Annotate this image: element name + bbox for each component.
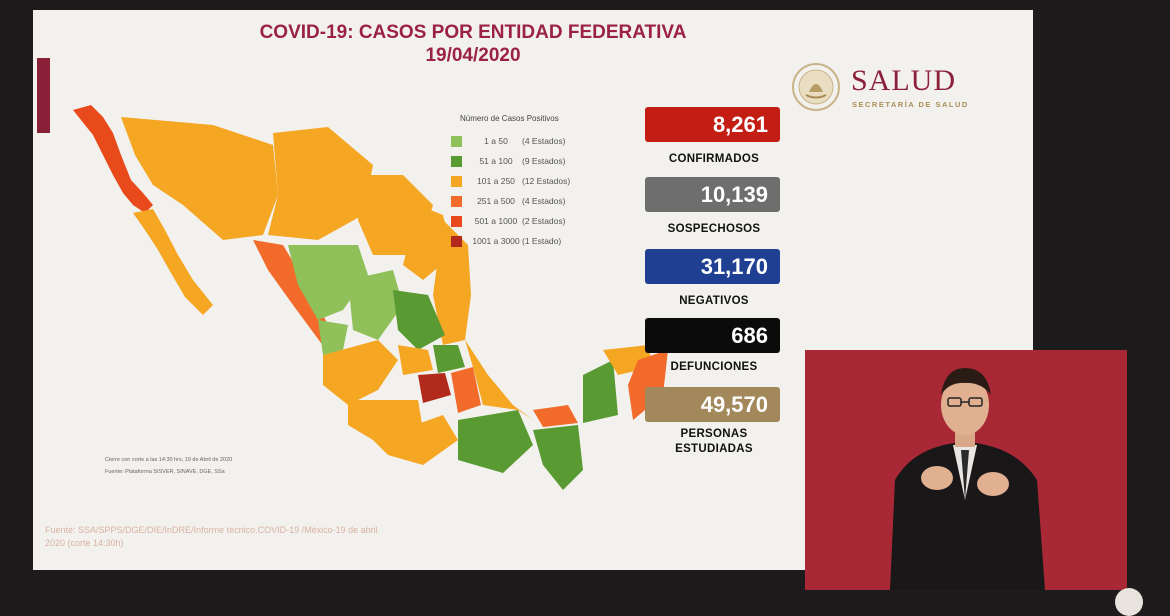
state-zacatecas (348, 270, 403, 340)
legend-swatch (451, 195, 462, 207)
salud-logo: SALUD SECRETARÍA DE SALUD (791, 62, 1031, 118)
legend-range: 501 a 1000 (474, 216, 518, 226)
map-platform-note: Fuente: Plataforma SISVER, SINAVE, DGE, … (105, 469, 225, 475)
state-baja-california (73, 105, 153, 213)
state-guerrero (373, 415, 458, 465)
legend-swatch (451, 215, 462, 227)
state-tamaulipas (433, 220, 471, 345)
legend-count: (12 Estados) (522, 176, 571, 186)
legend-swatch (451, 155, 462, 167)
state-hidalgo (433, 345, 465, 373)
source-line2: 2020 (corte 14:30h) (45, 538, 124, 548)
state-jalisco (323, 340, 398, 405)
national-seal-icon (792, 63, 840, 111)
studied-value: 49,570 (645, 387, 780, 422)
legend-range: 251 a 500 (477, 196, 515, 206)
legend-count: (4 Estados) (522, 136, 566, 146)
deaths-label: DEFUNCIONES (670, 361, 758, 373)
legend-range: 1001 a 3000 (472, 236, 520, 246)
state-chiapas (533, 425, 583, 490)
logo-wordmark: SALUD (851, 64, 957, 97)
source-line1: Fuente: SSA/SPPS/DGE/DIE/InDRE/Informe t… (45, 525, 378, 535)
legend-count: (4 Estados) (522, 196, 566, 206)
state-nayarit (318, 320, 348, 355)
state-chihuahua (268, 127, 373, 240)
legend-range: 101 a 250 (477, 176, 515, 186)
corner-watermark-logo (1115, 588, 1143, 616)
presentation-slide: COVID-19: CASOS POR ENTIDAD FEDERATIVA 1… (33, 10, 1033, 570)
legend-item: 1 a 50 (4 Estados) (451, 131, 570, 151)
suspected-value: 10,139 (645, 177, 780, 212)
legend-range: 51 a 100 (479, 156, 513, 166)
logo-subtitle: SECRETARÍA DE SALUD (852, 100, 969, 109)
state-sonora (121, 117, 278, 240)
state-cdmx (418, 373, 451, 403)
legend-title: Número de Casos Positivos (460, 114, 559, 123)
state-puebla (451, 367, 481, 413)
legend-count: (9 Estados) (522, 156, 566, 166)
slide-accent-bar (37, 58, 50, 133)
state-oaxaca (458, 410, 533, 473)
studied-label-line1: PERSONAS (680, 428, 748, 440)
source-citation: Fuente: SSA/SPPS/DGE/DIE/InDRE/Informe t… (45, 524, 465, 550)
negative-value: 31,170 (645, 249, 780, 284)
legend-swatch (451, 235, 462, 247)
slide-date: 19/04/2020 (425, 45, 521, 66)
state-durango (288, 245, 368, 320)
legend-swatch (451, 175, 462, 187)
map-legend: Número de Casos Positivos 1 a 50 (4 Esta… (451, 114, 570, 251)
state-baja-california-sur (133, 209, 213, 315)
legend-item: 51 a 100 (9 Estados) (451, 151, 570, 171)
mexico-state-map (73, 105, 668, 490)
state-guanajuato (398, 345, 433, 375)
legend-item: 101 a 250 (12 Estados) (451, 171, 570, 191)
studied-label: PERSONAS ESTUDIADAS (639, 427, 789, 457)
slide-title: COVID-19: CASOS POR ENTIDAD FEDERATIVA 1… (193, 21, 753, 67)
state-veracruz (465, 340, 533, 420)
state-tabasco (533, 405, 578, 427)
confirmed-label: CONFIRMADOS (668, 153, 760, 165)
confirmed-value: 8,261 (645, 107, 780, 142)
legend-count: (1 Estado) (522, 236, 562, 246)
legend-item: 251 a 500 (4 Estados) (451, 191, 570, 211)
state-campeche (583, 360, 618, 423)
suspected-label: SOSPECHOSOS (667, 223, 761, 235)
interpreter-figure (805, 350, 1127, 590)
studied-label-line2: ESTUDIADAS (675, 443, 753, 455)
map-cut-note: Cierre con corte a las 14:30 hrs, 19 de … (105, 457, 233, 463)
state-quintana-roo (628, 350, 668, 420)
negative-label: NEGATIVOS (679, 295, 749, 307)
slide-title-line1: COVID-19: CASOS POR ENTIDAD FEDERATIVA (259, 22, 687, 43)
legend-item: 1001 a 3000 (1 Estado) (451, 231, 570, 251)
legend-item: 501 a 1000 (2 Estados) (451, 211, 570, 231)
sign-language-interpreter-video (805, 350, 1127, 590)
legend-range: 1 a 50 (484, 136, 508, 146)
legend-count: (2 Estados) (522, 216, 566, 226)
deaths-value: 686 (645, 318, 780, 353)
state-sinaloa (253, 240, 333, 343)
state-san-luis-potosi (393, 290, 445, 350)
legend-swatch (451, 135, 462, 147)
